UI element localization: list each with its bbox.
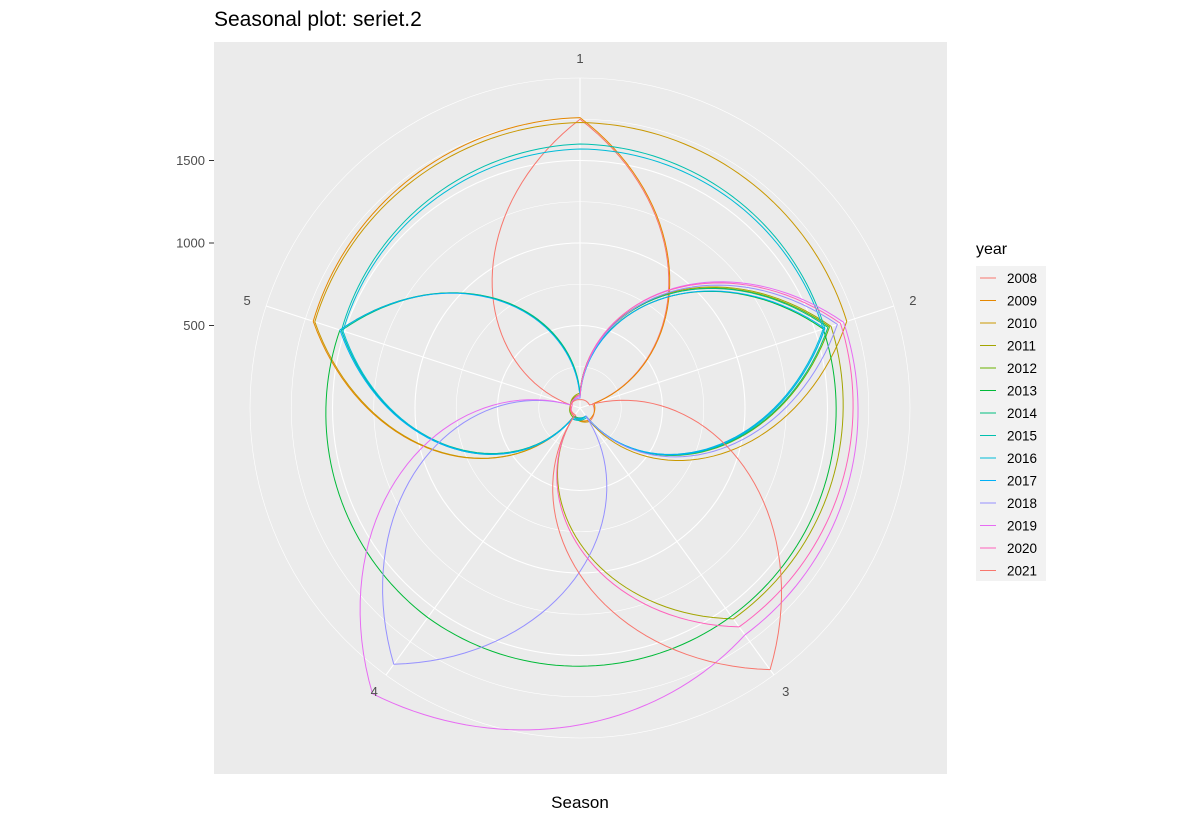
x-axis-title: Season xyxy=(551,793,609,812)
legend-label-2013: 2013 xyxy=(1007,384,1037,399)
legend: year 2008 2009 2010 2011 2012 2013 2014 2015 201… xyxy=(976,241,1046,581)
chart-title: Seasonal plot: seriet.2 xyxy=(214,8,422,31)
legend-title: year xyxy=(976,241,1008,258)
season-label: 3 xyxy=(782,684,789,699)
series-line-2016 xyxy=(342,148,824,455)
legend-label-2021: 2021 xyxy=(1007,564,1037,579)
legend-label-2016: 2016 xyxy=(1007,451,1037,466)
legend-label-2019: 2019 xyxy=(1007,519,1037,534)
radial-tick-label: 1500 xyxy=(176,153,205,168)
series-line-2020 xyxy=(556,282,854,628)
legend-label-2015: 2015 xyxy=(1007,429,1037,444)
season-label: 5 xyxy=(244,293,251,308)
grid-spoke xyxy=(579,407,775,676)
legend-label-2009: 2009 xyxy=(1007,294,1037,309)
season-label: 2 xyxy=(909,293,916,308)
season-label: 1 xyxy=(576,51,583,66)
grid-layer xyxy=(249,77,911,739)
series-line-2015 xyxy=(340,143,826,456)
radial-tick-label: 500 xyxy=(183,318,205,333)
radial-tick-label: 1000 xyxy=(176,236,205,251)
tick-labels: 1 2 3 4 5 500 1000 1500 xyxy=(176,51,916,699)
grid-spoke xyxy=(385,407,581,676)
season-label: 4 xyxy=(371,684,378,699)
legend-box xyxy=(976,266,1046,581)
grid-spoke xyxy=(265,305,581,409)
series-line-2017 xyxy=(339,290,826,456)
legend-label-2020: 2020 xyxy=(1007,541,1037,556)
legend-label-2014: 2014 xyxy=(1007,406,1038,421)
legend-label-2008: 2008 xyxy=(1007,271,1037,286)
legend-label-2017: 2017 xyxy=(1007,474,1037,489)
legend-label-2012: 2012 xyxy=(1007,361,1037,376)
legend-label-2018: 2018 xyxy=(1007,496,1037,511)
series-line-2010 xyxy=(314,122,848,461)
series-line-2021 xyxy=(552,399,782,671)
series-lines xyxy=(312,117,859,731)
legend-label-2010: 2010 xyxy=(1007,316,1037,331)
grid-spoke xyxy=(579,305,895,409)
series-line-2019 xyxy=(359,281,859,731)
legend-label-2011: 2011 xyxy=(1007,339,1036,354)
